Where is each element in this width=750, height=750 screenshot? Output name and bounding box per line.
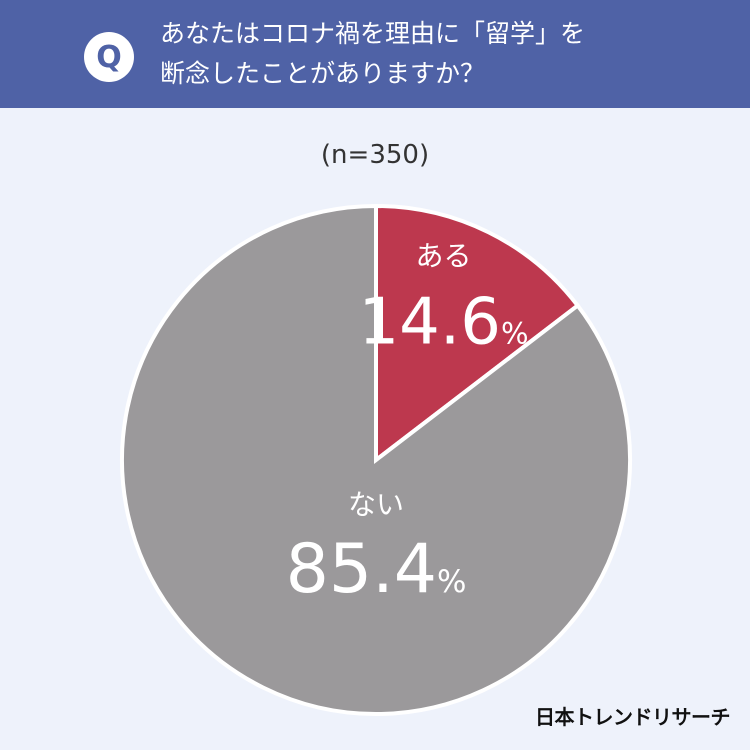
slice-value-number-yes: 14.6 — [358, 285, 501, 359]
brand-logo: 日本トレンドリサーチ — [535, 705, 731, 729]
sample-size-note: (n=350) — [320, 140, 430, 170]
question-line-1: あなたはコロナ禍を理由に「留学」を — [160, 19, 586, 48]
question-line-2: 断念したことがありますか？ — [160, 59, 486, 88]
slice-value-label-yes: 14.6% — [358, 285, 528, 359]
pie-slice-no — [120, 203, 632, 716]
slice-value-number-no: 85.4 — [286, 530, 437, 609]
question-text: あなたはコロナ禍を理由に「留学」を 断念したことがありますか？ — [160, 14, 720, 94]
q-badge-icon: Q — [84, 32, 134, 82]
slice-value-unit-yes: % — [501, 316, 529, 350]
slice-category-label-no: ない — [348, 488, 404, 521]
slice-value-unit-no: % — [437, 564, 466, 600]
question-header: Q あなたはコロナ禍を理由に「留学」を 断念したことがありますか？ — [0, 0, 750, 108]
pie-slice-yes — [374, 203, 581, 465]
slice-value-label-no: 85.4% — [286, 530, 467, 609]
slice-category-label-yes: ある — [415, 239, 471, 272]
